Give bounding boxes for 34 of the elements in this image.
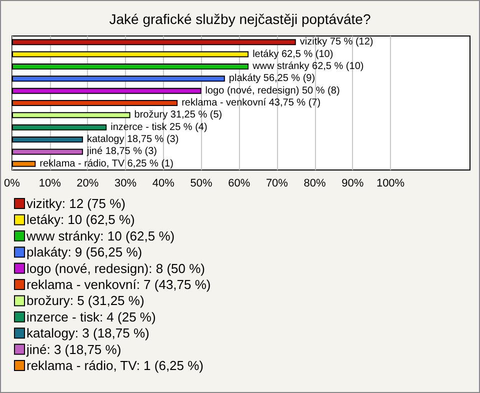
data-label: jiné 18,75 % (3) [86,146,158,158]
data-label: katalogy 18,75 % (3) [86,134,179,146]
x-tick-label: 60% [228,178,250,190]
x-tick-label: 70% [266,178,288,190]
data-label: vizitky 75 % (12) [300,36,374,48]
x-tick-label: 100% [376,178,405,190]
x-tick-label: 80% [304,178,326,190]
legend-label: katalogy: 3 (18,75 %) [26,326,150,341]
data-label: plakáty 56,25 % (9) [228,73,316,84]
legend-label: www stránky: 10 (62,5 %) [26,228,175,244]
x-tick-label: 40% [152,178,175,190]
x-tick-label: 30% [114,178,137,190]
chart-title: Jaké grafické služby nejčastěji poptáváte? [109,11,371,27]
x-tick-label: 10% [38,178,62,190]
legend-label: reklama - rádio, TV: 1 (6,25 %) [26,358,204,373]
x-tick-label: 20% [76,178,99,190]
legend-label: plakáty: 9 (56,25 %) [26,244,142,260]
legend-label: logo (nové, redesign): 8 (50 %) [26,260,205,276]
x-tick-label: 50% [190,178,212,190]
data-label: logo (nové, redesign) 50 % (8) [205,85,340,96]
x-tick-label: 0% [4,178,20,190]
data-label: reklama - rádio, TV 6,25 % (1) [40,158,174,170]
data-label: inzerce - tisk 25 % (4) [110,122,208,133]
legend-label: letáky: 10 (62,5 %) [26,212,135,228]
data-label: letáky 62,5 % (10) [252,48,334,60]
data-label: www stránky 62,5 % (10) [252,60,364,72]
legend-label: reklama - venkovní: 7 (43,75 %) [26,277,211,292]
legend-label: jiné: 3 (18,75 %) [26,342,122,357]
legend-label: vizitky: 12 (75 %) [26,196,126,211]
x-tick-label: 90% [342,178,364,190]
data-label: brožury 31,25 % (5) [134,110,222,121]
legend-label: brožury: 5 (31,25 %) [26,293,144,308]
legend-label: inzerce - tisk: 4 (25 %) [26,309,156,324]
data-label: reklama - venkovní 43,75 % (7) [182,98,321,108]
